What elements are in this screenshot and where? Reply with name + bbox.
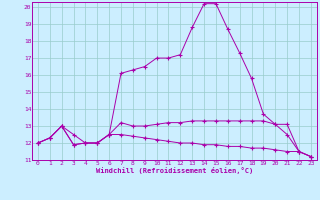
X-axis label: Windchill (Refroidissement éolien,°C): Windchill (Refroidissement éolien,°C): [96, 167, 253, 174]
